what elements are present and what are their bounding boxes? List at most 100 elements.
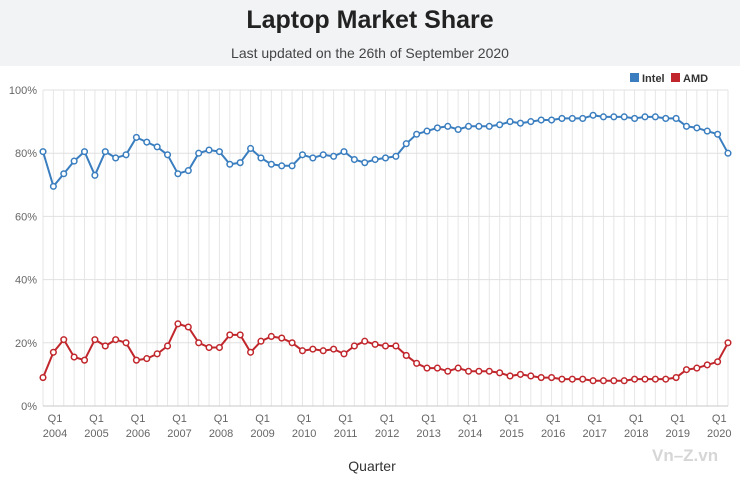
data-point-amd[interactable] [610, 377, 618, 385]
data-point-amd[interactable] [620, 377, 628, 385]
data-point-amd[interactable] [693, 364, 701, 372]
data-point-amd[interactable] [330, 345, 338, 353]
data-point-amd[interactable] [672, 374, 680, 382]
data-point-amd[interactable] [724, 339, 732, 347]
data-point-intel[interactable] [236, 159, 244, 167]
data-point-amd[interactable] [247, 348, 255, 356]
data-point-intel[interactable] [579, 114, 587, 122]
data-point-amd[interactable] [60, 336, 68, 344]
data-point-intel[interactable] [392, 152, 400, 160]
data-point-amd[interactable] [70, 353, 78, 361]
data-point-intel[interactable] [60, 170, 68, 178]
data-point-amd[interactable] [174, 320, 182, 328]
data-point-intel[interactable] [101, 148, 109, 156]
data-point-amd[interactable] [402, 351, 410, 359]
data-point-intel[interactable] [662, 114, 670, 122]
data-point-intel[interactable] [205, 146, 213, 154]
data-point-intel[interactable] [651, 113, 659, 121]
data-point-intel[interactable] [475, 122, 483, 130]
data-point-amd[interactable] [444, 367, 452, 375]
data-point-intel[interactable] [278, 162, 286, 170]
data-point-intel[interactable] [464, 122, 473, 130]
data-point-amd[interactable] [298, 347, 307, 355]
data-point-intel[interactable] [361, 159, 369, 167]
data-point-intel[interactable] [143, 138, 151, 146]
data-point-intel[interactable] [330, 152, 338, 160]
data-point-intel[interactable] [558, 114, 566, 122]
data-point-amd[interactable] [184, 323, 192, 331]
data-point-intel[interactable] [267, 160, 275, 168]
data-point-amd[interactable] [91, 336, 99, 344]
data-point-intel[interactable] [70, 157, 78, 165]
data-point-amd[interactable] [278, 334, 286, 342]
data-point-intel[interactable] [610, 113, 618, 121]
data-point-intel[interactable] [703, 127, 711, 135]
data-point-intel[interactable] [527, 118, 535, 126]
data-point-intel[interactable] [122, 151, 130, 159]
data-point-amd[interactable] [381, 342, 390, 350]
legend-label-amd[interactable]: AMD [683, 73, 708, 85]
data-point-amd[interactable] [631, 375, 639, 383]
data-point-intel[interactable] [184, 167, 192, 175]
data-point-amd[interactable] [122, 339, 130, 347]
data-point-intel[interactable] [631, 114, 639, 122]
data-point-amd[interactable] [49, 348, 57, 356]
data-point-amd[interactable] [454, 364, 462, 372]
data-point-intel[interactable] [516, 119, 524, 127]
data-point-intel[interactable] [589, 111, 597, 119]
data-point-amd[interactable] [153, 350, 161, 358]
data-point-amd[interactable] [651, 375, 659, 383]
data-point-intel[interactable] [80, 148, 89, 156]
data-point-intel[interactable] [537, 116, 545, 124]
data-point-amd[interactable] [371, 340, 379, 348]
data-point-intel[interactable] [153, 143, 161, 151]
data-point-amd[interactable] [392, 342, 400, 350]
data-point-intel[interactable] [226, 160, 234, 168]
data-point-amd[interactable] [319, 347, 327, 355]
data-point-amd[interactable] [714, 358, 722, 366]
data-point-intel[interactable] [49, 182, 57, 190]
data-point-intel[interactable] [298, 151, 307, 159]
data-point-intel[interactable] [714, 130, 722, 138]
data-point-amd[interactable] [112, 336, 120, 344]
data-point-intel[interactable] [682, 122, 691, 130]
data-point-intel[interactable] [39, 148, 47, 156]
data-point-amd[interactable] [413, 359, 421, 367]
data-point-intel[interactable] [724, 149, 732, 157]
data-point-intel[interactable] [599, 113, 608, 121]
data-point-intel[interactable] [309, 154, 317, 162]
data-point-amd[interactable] [132, 356, 140, 364]
data-point-amd[interactable] [39, 374, 47, 382]
data-point-amd[interactable] [506, 372, 514, 380]
data-point-intel[interactable] [350, 155, 358, 164]
data-point-amd[interactable] [464, 367, 473, 375]
data-point-amd[interactable] [589, 377, 597, 385]
data-point-amd[interactable] [143, 355, 151, 363]
data-point-amd[interactable] [423, 364, 431, 372]
data-point-intel[interactable] [112, 154, 120, 162]
data-point-intel[interactable] [381, 154, 390, 162]
data-point-amd[interactable] [267, 332, 275, 341]
data-point-intel[interactable] [433, 124, 441, 132]
data-point-amd[interactable] [350, 342, 358, 350]
data-point-amd[interactable] [548, 374, 556, 382]
data-point-amd[interactable] [215, 343, 223, 352]
data-point-amd[interactable] [361, 337, 369, 345]
data-point-intel[interactable] [288, 162, 296, 170]
data-point-intel[interactable] [413, 130, 421, 138]
data-point-amd[interactable] [288, 339, 296, 347]
data-point-intel[interactable] [485, 122, 493, 130]
data-point-amd[interactable] [558, 375, 566, 383]
data-point-amd[interactable] [641, 375, 649, 383]
data-point-amd[interactable] [80, 356, 89, 364]
data-point-intel[interactable] [174, 170, 182, 178]
data-point-intel[interactable] [257, 154, 265, 162]
data-point-intel[interactable] [506, 118, 514, 126]
data-point-intel[interactable] [423, 127, 431, 135]
data-point-amd[interactable] [682, 366, 691, 374]
data-point-amd[interactable] [195, 339, 203, 347]
data-point-intel[interactable] [444, 122, 452, 130]
data-point-intel[interactable] [163, 151, 172, 159]
data-point-intel[interactable] [215, 148, 223, 156]
data-point-intel[interactable] [641, 113, 649, 121]
